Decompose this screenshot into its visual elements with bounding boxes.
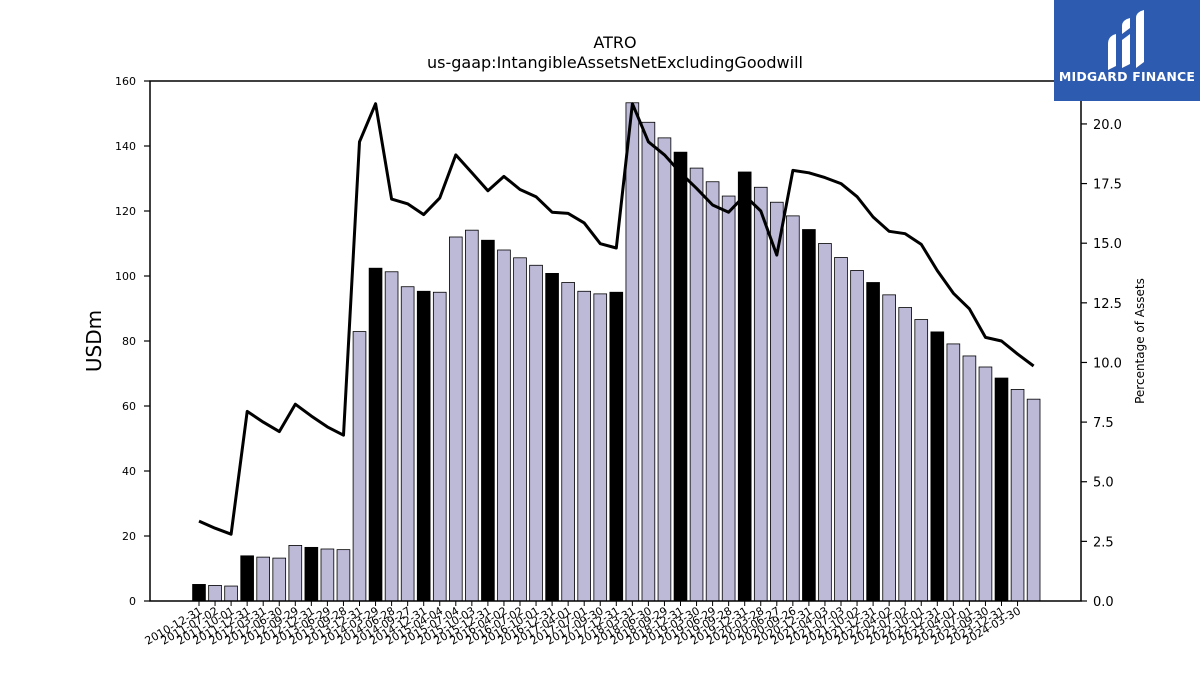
bar <box>320 548 335 602</box>
chart-subtitle: us-gaap:IntangibleAssetsNetExcludingGood… <box>427 53 803 72</box>
y2-tick-label: 20.0 <box>1093 118 1122 133</box>
bar <box>432 291 447 602</box>
bar <box>946 343 961 602</box>
bar <box>545 272 559 602</box>
bar <box>593 293 608 602</box>
bar <box>898 307 912 602</box>
midgard-logo-icon <box>1108 10 1144 70</box>
bar <box>497 249 511 602</box>
y-tick-label: 0 <box>129 595 136 608</box>
bar <box>192 584 206 602</box>
y-tick-label: 140 <box>115 140 136 153</box>
bar <box>705 181 720 602</box>
y2-tick-label: 12.5 <box>1093 297 1122 312</box>
bar <box>352 331 367 602</box>
y2-tick-label: 10.0 <box>1093 356 1122 371</box>
bar <box>224 585 238 602</box>
y2-tick-label: 17.5 <box>1093 178 1122 193</box>
bar <box>384 271 399 602</box>
bar <box>978 366 993 602</box>
bar <box>288 545 303 602</box>
bar <box>737 171 752 602</box>
bar <box>962 355 977 602</box>
bar <box>561 282 575 602</box>
bar <box>753 186 768 602</box>
bar <box>850 270 864 602</box>
bar <box>465 229 479 602</box>
bar <box>673 151 688 602</box>
bar <box>770 201 784 602</box>
y-tick-label: 120 <box>115 205 136 218</box>
bar <box>882 294 896 602</box>
bar <box>240 555 254 602</box>
bar <box>721 195 736 602</box>
bar <box>272 557 287 602</box>
bar <box>689 167 704 602</box>
bar <box>529 264 543 602</box>
bar <box>400 286 415 602</box>
brand-logo: MIDGARD FINANCE <box>1054 0 1200 101</box>
bar <box>577 290 591 602</box>
line-series <box>198 102 1035 536</box>
bar <box>609 291 624 602</box>
y2-tick-label: 7.5 <box>1093 416 1114 431</box>
bar <box>336 549 351 602</box>
y-axis-right: 0.0 2.5 5.0 7.5 10.0 12.5 15.0 17.5 20.0 <box>1081 118 1122 610</box>
bar <box>866 282 880 602</box>
y2-tick-label: 15.0 <box>1093 237 1122 252</box>
y-tick-label: 60 <box>122 400 136 413</box>
x-axis: 2010-12-312011-07-022011-10-012011-12-31… <box>143 601 1023 648</box>
y2-axis-label: Percentage of Assets <box>1133 278 1147 404</box>
chart-title: ATRO <box>593 33 636 52</box>
y-tick-label: 160 <box>115 75 136 88</box>
bar <box>256 556 270 602</box>
bar <box>818 243 832 602</box>
brand-name: MIDGARD FINANCE <box>1058 69 1196 84</box>
bar <box>513 257 527 602</box>
bar <box>641 121 656 602</box>
bar <box>802 229 816 602</box>
bar <box>368 267 383 602</box>
bar <box>208 585 222 602</box>
y-tick-label: 100 <box>115 270 136 283</box>
y2-tick-label: 0.0 <box>1093 595 1114 610</box>
bar <box>994 377 1009 602</box>
bar <box>786 215 800 602</box>
bar <box>304 546 319 602</box>
y-tick-label: 80 <box>122 335 136 348</box>
bar <box>416 290 431 602</box>
bar-series <box>192 102 1041 602</box>
bar <box>1026 398 1041 602</box>
y-tick-label: 20 <box>122 530 136 543</box>
y-tick-label: 40 <box>122 465 136 478</box>
bar <box>448 236 463 602</box>
y2-tick-label: 5.0 <box>1093 476 1114 491</box>
bar <box>481 239 495 602</box>
y2-tick-label: 2.5 <box>1093 535 1114 550</box>
bar <box>930 331 945 602</box>
bar <box>834 257 848 602</box>
bar <box>625 102 640 602</box>
y-axis-left: 0 20 40 60 80 100 120 140 160 <box>115 75 150 608</box>
bar <box>657 137 672 602</box>
bar <box>914 319 929 602</box>
series-line <box>198 102 1035 536</box>
bar <box>1010 389 1025 602</box>
y-axis-label: USDm <box>82 310 106 372</box>
